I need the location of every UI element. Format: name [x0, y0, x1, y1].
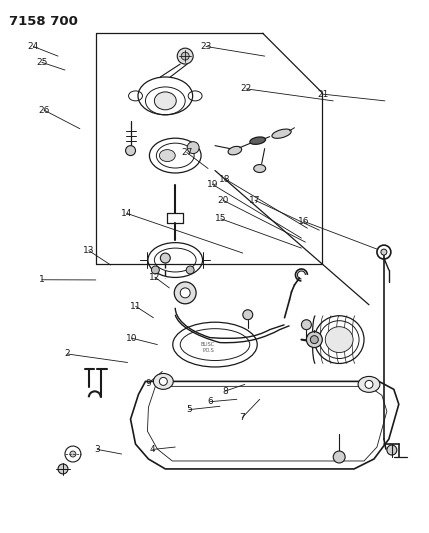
- Text: 20: 20: [218, 196, 229, 205]
- Circle shape: [180, 288, 190, 298]
- Text: 27: 27: [181, 148, 193, 157]
- Ellipse shape: [254, 165, 266, 173]
- Circle shape: [159, 377, 167, 385]
- Circle shape: [381, 249, 387, 255]
- Text: 11: 11: [130, 302, 142, 311]
- Circle shape: [58, 464, 68, 474]
- Text: 26: 26: [38, 106, 50, 115]
- Circle shape: [302, 320, 311, 330]
- Text: 23: 23: [200, 42, 211, 51]
- Text: 10: 10: [126, 334, 137, 343]
- Text: 19: 19: [207, 180, 218, 189]
- Text: 14: 14: [121, 209, 133, 218]
- Ellipse shape: [154, 374, 173, 389]
- Ellipse shape: [154, 92, 176, 110]
- Circle shape: [187, 142, 199, 154]
- Circle shape: [174, 282, 196, 304]
- Circle shape: [306, 332, 322, 348]
- Polygon shape: [130, 382, 399, 469]
- Text: 8: 8: [222, 386, 228, 395]
- Ellipse shape: [250, 137, 266, 144]
- Circle shape: [151, 266, 159, 274]
- Text: 5: 5: [186, 405, 192, 414]
- Ellipse shape: [159, 150, 175, 161]
- Text: 7158 700: 7158 700: [9, 15, 78, 28]
- Text: 3: 3: [94, 445, 100, 454]
- Circle shape: [70, 451, 76, 457]
- Circle shape: [243, 310, 253, 320]
- Circle shape: [365, 381, 373, 389]
- Text: 9: 9: [145, 378, 151, 387]
- Text: 12: 12: [149, 272, 160, 281]
- Text: BLISC
P.O.S: BLISC P.O.S: [201, 342, 215, 353]
- Text: 24: 24: [28, 42, 39, 51]
- Text: 4: 4: [150, 445, 155, 454]
- Text: 16: 16: [298, 217, 310, 226]
- Text: 25: 25: [36, 58, 48, 67]
- Text: 7: 7: [239, 413, 245, 422]
- Ellipse shape: [272, 129, 291, 139]
- Circle shape: [160, 253, 170, 263]
- Text: 22: 22: [241, 84, 252, 93]
- Ellipse shape: [358, 376, 380, 392]
- Text: 17: 17: [249, 196, 261, 205]
- Circle shape: [186, 266, 194, 274]
- Circle shape: [333, 451, 345, 463]
- Text: 13: 13: [83, 246, 94, 255]
- Text: 18: 18: [219, 174, 231, 183]
- Text: 1: 1: [39, 275, 45, 284]
- Circle shape: [387, 445, 397, 455]
- Text: 2: 2: [65, 350, 70, 359]
- Text: 6: 6: [207, 397, 213, 406]
- Text: 15: 15: [215, 214, 227, 223]
- Circle shape: [310, 336, 318, 344]
- Circle shape: [126, 146, 136, 156]
- Circle shape: [177, 48, 193, 64]
- Text: 21: 21: [317, 90, 329, 99]
- Ellipse shape: [325, 327, 353, 352]
- Ellipse shape: [228, 147, 242, 155]
- Circle shape: [181, 52, 189, 60]
